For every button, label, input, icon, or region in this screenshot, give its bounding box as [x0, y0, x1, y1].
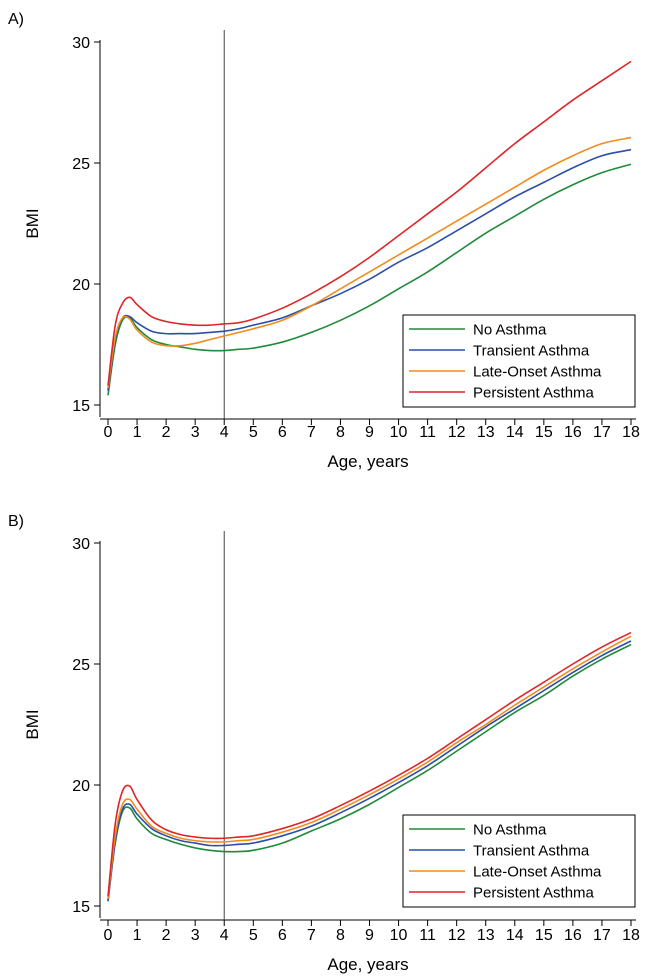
y-tick-label: 30: [72, 35, 90, 52]
series-line-no-asthma: [107, 643, 632, 902]
x-tick-label: 13: [477, 927, 495, 944]
x-tick-label: 4: [220, 927, 229, 944]
x-tick-label: 3: [191, 424, 200, 441]
x-tick-label: 15: [535, 424, 553, 441]
y-tick-label: 15: [72, 899, 90, 916]
x-tick-label: 18: [622, 927, 640, 944]
legend: No Asthma Transient Asthma Late-Onset Asth…: [402, 814, 636, 908]
x-tick-label: 16: [564, 424, 582, 441]
legend-label: Persistent Asthma: [473, 385, 595, 402]
x-tick-label: 2: [162, 424, 171, 441]
x-tick-label: 1: [133, 424, 142, 441]
legend-label: No Asthma: [473, 822, 547, 839]
x-tick-label: 7: [307, 927, 316, 944]
y-axis-title: BMI: [23, 709, 42, 739]
x-axis-title: Age, years: [327, 452, 408, 471]
y-tick-label: 25: [72, 156, 90, 173]
x-tick-label: 12: [448, 927, 466, 944]
x-tick-label: 0: [104, 424, 113, 441]
x-tick-label: 6: [278, 424, 287, 441]
x-tick-label: 9: [365, 927, 374, 944]
x-tick-label: 5: [249, 927, 258, 944]
x-axis-title: Age, years: [327, 955, 408, 974]
x-tick-label: 18: [622, 424, 640, 441]
y-tick-label: 20: [72, 277, 90, 294]
x-tick-label: 9: [365, 424, 374, 441]
series-line-persistent-asthma: [107, 60, 632, 386]
panel-label: B): [8, 513, 24, 530]
legend-label: No Asthma: [473, 322, 547, 339]
y-tick-label: 30: [72, 536, 90, 553]
x-tick-label: 7: [307, 424, 316, 441]
x-tick-label: 10: [390, 927, 408, 944]
x-tick-label: 4: [220, 424, 229, 441]
legend: No Asthma Transient Asthma Late-Onset Asth…: [402, 314, 636, 408]
legend-label: Transient Asthma: [473, 343, 590, 360]
x-tick-label: 12: [448, 424, 466, 441]
x-tick-label: 17: [593, 424, 611, 441]
series-line-persistent-asthma: [107, 631, 632, 897]
x-tick-label: 8: [336, 927, 345, 944]
x-tick-label: 2: [162, 927, 171, 944]
legend-label: Late-Onset Asthma: [473, 864, 602, 881]
x-tick-label: 6: [278, 927, 287, 944]
series-line-late-onset-asthma: [107, 136, 632, 389]
series-line-transient-asthma: [107, 148, 632, 391]
x-tick-label: 15: [535, 927, 553, 944]
x-tick-label: 11: [419, 927, 436, 944]
x-tick-label: 0: [104, 927, 113, 944]
y-tick-label: 25: [72, 657, 90, 674]
legend-label: Transient Asthma: [473, 843, 590, 860]
y-tick-label: 20: [72, 778, 90, 795]
x-tick-label: 17: [593, 927, 611, 944]
x-tick-label: 13: [477, 424, 495, 441]
legend-label: Persistent Asthma: [473, 885, 595, 902]
y-tick-label: 15: [72, 398, 90, 415]
series-line-transient-asthma: [107, 640, 632, 902]
x-tick-label: 3: [191, 927, 200, 944]
series-line-no-asthma: [107, 163, 632, 396]
x-tick-label: 14: [506, 424, 524, 441]
panel-label: A): [8, 11, 24, 28]
y-axis-title: BMI: [23, 208, 42, 238]
x-tick-label: 14: [506, 927, 524, 944]
legend-label: Late-Onset Asthma: [473, 364, 602, 381]
x-tick-label: 8: [336, 424, 345, 441]
series-line-late-onset-asthma: [107, 635, 632, 899]
x-tick-label: 5: [249, 424, 258, 441]
x-tick-label: 11: [419, 424, 436, 441]
x-tick-label: 16: [564, 927, 582, 944]
x-tick-label: 1: [133, 927, 142, 944]
x-tick-label: 10: [390, 424, 408, 441]
